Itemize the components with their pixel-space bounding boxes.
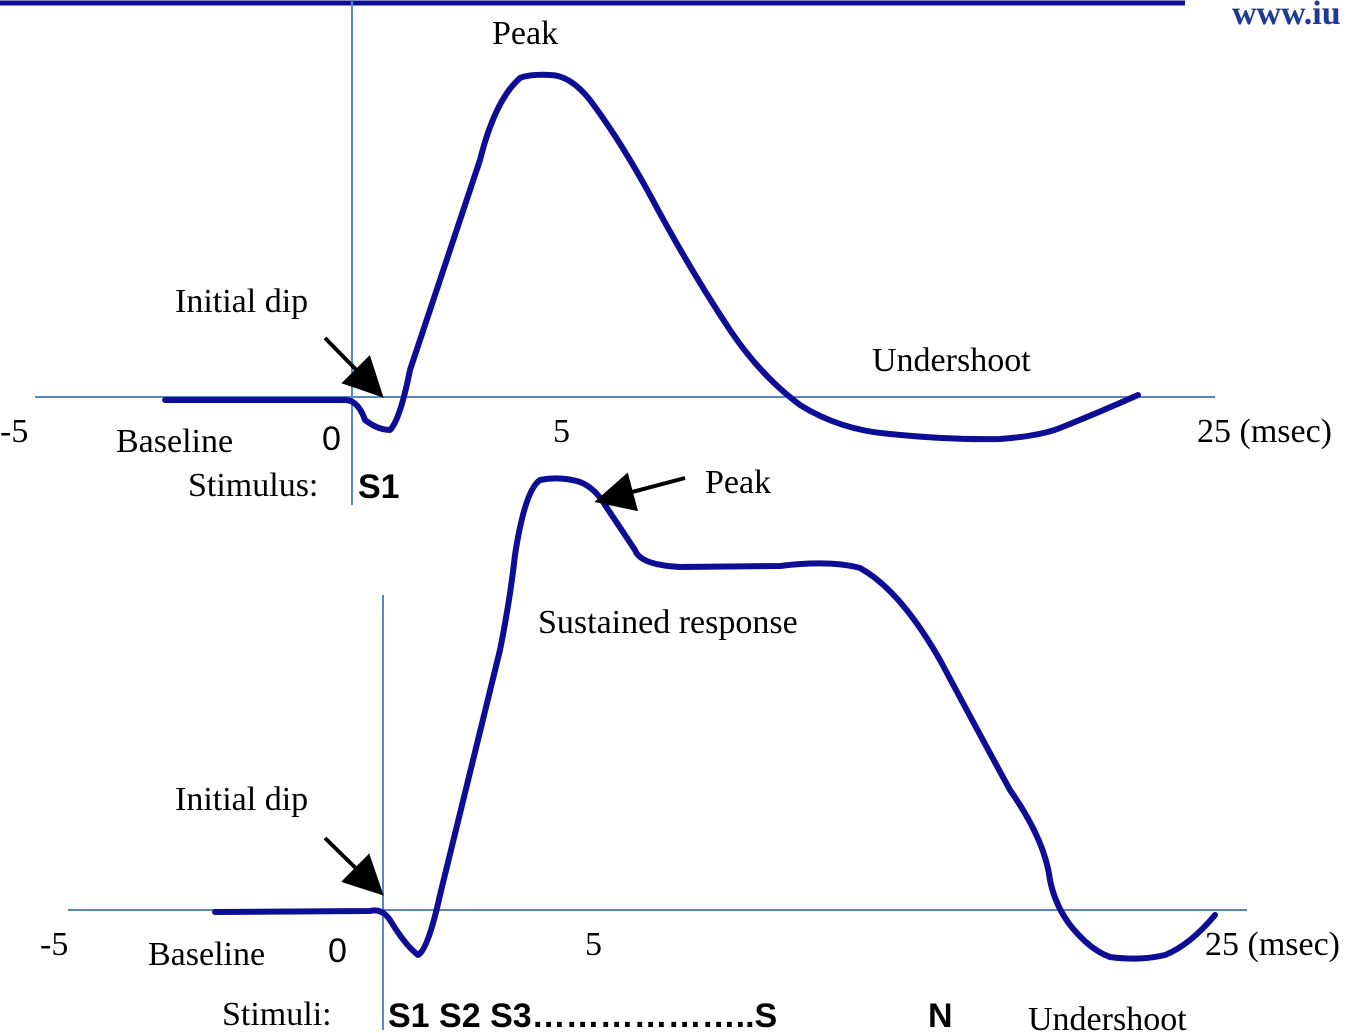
dip-label: Initial dip: [175, 283, 308, 320]
header-url: www.iu: [1232, 0, 1341, 32]
baseline-label: Baseline: [148, 936, 265, 973]
undershoot-label: Undershoot: [872, 342, 1031, 379]
response-curve: [162, 71, 1141, 443]
stimulus-label: Stimulus:: [188, 467, 318, 504]
tick-label: 25 (msec): [1197, 413, 1332, 450]
tick-label: 5: [553, 413, 570, 450]
stimuli: S1 S2 S3………………..S: [388, 997, 777, 1033]
tick-label: 25 (msec): [1205, 926, 1340, 963]
response-curve: [212, 475, 1218, 962]
stimulus-label: Stimuli:: [222, 996, 332, 1033]
tick-label: -5: [40, 926, 68, 963]
tick-label: -5: [0, 413, 28, 450]
tick-label: 5: [585, 926, 602, 963]
tick-label: 0: [328, 932, 347, 970]
dip-arrow: [323, 336, 384, 398]
sustained-label: Sustained response: [538, 604, 798, 641]
peak-label: Peak: [705, 464, 771, 501]
undershoot-label: Undershoot: [1028, 1001, 1187, 1033]
baseline-label: Baseline: [116, 423, 233, 460]
stimuli-subscript: N: [928, 997, 953, 1033]
dip-arrow: [323, 836, 384, 896]
peak-arrow: [594, 472, 686, 512]
dip-label: Initial dip: [175, 781, 308, 818]
tick-label: 0: [322, 420, 341, 458]
stimuli: S1: [358, 468, 400, 506]
peak-label: Peak: [492, 15, 558, 52]
